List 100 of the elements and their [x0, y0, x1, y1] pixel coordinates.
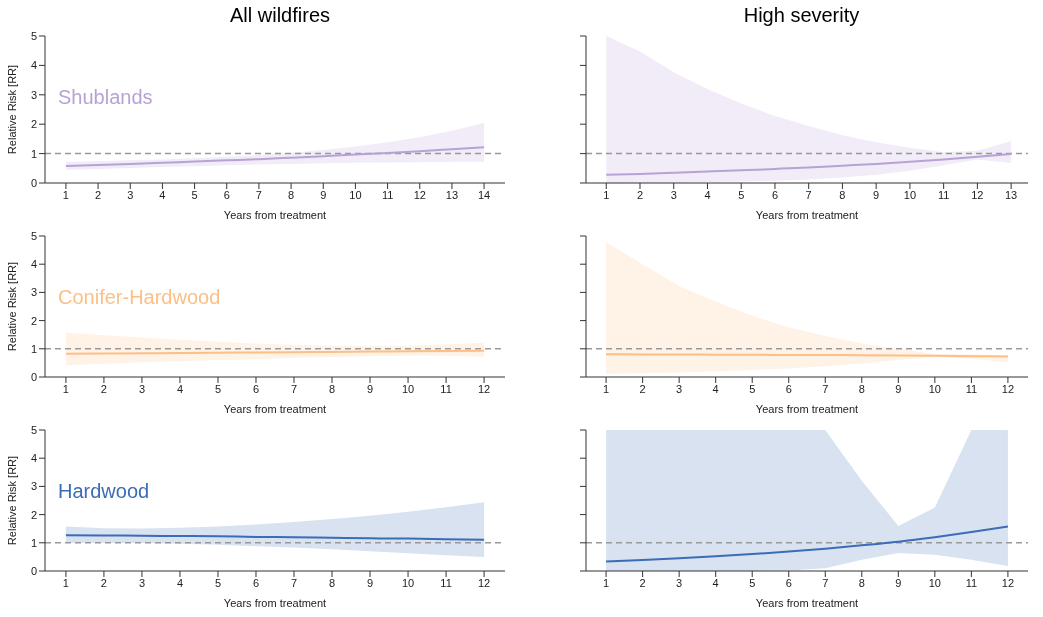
- x-tick-label: 13: [445, 188, 459, 201]
- x-tick-label: 1: [603, 382, 610, 395]
- chart-title: All wildfires: [229, 4, 331, 27]
- x-tick-label: 12: [1001, 382, 1015, 395]
- x-tick-label: 12: [413, 188, 426, 201]
- x-tick-label: 8: [858, 382, 865, 395]
- x-tick-label: 11: [965, 382, 978, 395]
- x-tick-label: 6: [771, 188, 779, 201]
- text: Conifer-Hardwood: [58, 286, 221, 309]
- y-tick-label: 2: [30, 314, 37, 327]
- y-tick-label: 1: [30, 147, 37, 160]
- x-tick-label: 1: [62, 576, 69, 589]
- x-tick-label: 3: [138, 382, 145, 395]
- x-tick-label: 1: [603, 188, 610, 201]
- y-tick-label: 1: [30, 536, 37, 549]
- x-tick-label: 5: [738, 188, 745, 201]
- x-tick-label: 4: [704, 188, 711, 201]
- x-tick-label: 14: [477, 188, 491, 201]
- x-tick-label: 11: [440, 382, 452, 395]
- x-tick-label: 8: [328, 576, 336, 589]
- x-tick-label: 4: [712, 576, 719, 589]
- x-tick-label: 2: [639, 576, 646, 589]
- x-tick-label: 3: [670, 188, 677, 201]
- x-tick-label: 10: [401, 576, 415, 589]
- x-tick-label: 1: [62, 188, 69, 201]
- x-tick-label: 6: [252, 576, 260, 589]
- x-tick-label: 9: [895, 382, 902, 395]
- x-tick-label: 4: [712, 382, 719, 395]
- x-tick-label: 4: [176, 382, 184, 395]
- x-tick-label: 7: [822, 382, 829, 395]
- x-tick-label: 8: [288, 188, 295, 201]
- x-tick-label: 3: [138, 576, 145, 589]
- x-tick-label: 11: [440, 576, 452, 589]
- y-tick-label: 2: [30, 508, 37, 521]
- x-tick-label: 13: [1005, 188, 1018, 201]
- x-tick-label: 8: [858, 576, 865, 589]
- chart-title: High severity: [742, 4, 861, 27]
- x-tick-label: 9: [366, 576, 374, 589]
- x-tick-label: 1: [62, 382, 69, 395]
- x-tick-label: 12: [477, 576, 491, 589]
- x-tick-label: 7: [290, 576, 298, 589]
- x-tick-label: 9: [873, 188, 880, 201]
- x-tick-label: 12: [477, 382, 491, 395]
- x-tick-label: 7: [255, 188, 262, 201]
- y-tick-label: 0: [30, 176, 37, 189]
- x-tick-label: 6: [785, 382, 792, 395]
- x-tick-label: 10: [903, 188, 917, 201]
- x-tick-label: 11: [937, 188, 950, 201]
- x-axis-title: Years from treatment: [755, 403, 859, 415]
- y-tick-label: 4: [30, 59, 37, 72]
- y-tick-label: 0: [30, 370, 37, 383]
- x-tick-label: 7: [290, 382, 298, 395]
- x-tick-label: 10: [928, 576, 941, 589]
- x-tick-label: 6: [785, 576, 792, 589]
- x-tick-label: 4: [159, 188, 166, 201]
- x-tick-label: 12: [971, 188, 984, 201]
- series-label: Hardwood: [58, 480, 150, 503]
- x-tick-label: 1: [603, 576, 610, 589]
- x-tick-label: 12: [1001, 576, 1015, 589]
- x-tick-label: 5: [214, 382, 222, 395]
- y-tick-label: 3: [30, 480, 37, 493]
- y-tick-label: 5: [30, 229, 37, 242]
- y-axis-title: Relative Risk [RR]: [5, 455, 18, 546]
- y-tick-label: 1: [30, 342, 37, 355]
- x-tick-label: 10: [928, 382, 941, 395]
- x-tick-label: 5: [749, 576, 756, 589]
- x-tick-label: 6: [252, 382, 260, 395]
- x-tick-label: 11: [965, 576, 978, 589]
- x-tick-label: 3: [127, 188, 134, 201]
- x-axis-title: Years from treatment: [755, 597, 859, 609]
- y-axis-title: Relative Risk [RR]: [5, 64, 18, 155]
- y-tick-label: 0: [30, 564, 37, 577]
- y-tick-label: 5: [30, 423, 37, 436]
- x-tick-label: 2: [100, 382, 107, 395]
- x-tick-label: 3: [676, 576, 683, 589]
- y-tick-label: 2: [30, 118, 37, 131]
- x-tick-label: 11: [381, 188, 394, 201]
- x-tick-label: 9: [895, 576, 902, 589]
- x-tick-label: 10: [349, 188, 362, 201]
- y-tick-label: 3: [30, 286, 37, 299]
- x-tick-label: 3: [676, 382, 683, 395]
- y-tick-label: 4: [30, 258, 37, 271]
- y-tick-label: 4: [30, 452, 37, 465]
- x-axis-title: Years from treatment: [223, 209, 327, 221]
- x-tick-label: 7: [822, 576, 829, 589]
- x-tick-label: 5: [214, 576, 222, 589]
- x-tick-label: 7: [805, 188, 812, 201]
- x-tick-label: 5: [191, 188, 198, 201]
- x-tick-label: 9: [366, 382, 374, 395]
- x-tick-label: 2: [95, 188, 102, 201]
- x-tick-label: 8: [328, 382, 336, 395]
- y-axis-title: Relative Risk [RR]: [5, 261, 18, 352]
- x-tick-label: 2: [636, 188, 644, 201]
- x-tick-label: 10: [401, 382, 415, 395]
- x-tick-label: 5: [749, 382, 756, 395]
- x-tick-label: 4: [176, 576, 184, 589]
- text: Shublands: [58, 86, 153, 109]
- y-tick-label: 3: [30, 88, 37, 101]
- x-axis-title: Years from treatment: [223, 403, 327, 415]
- line-series: [64, 146, 486, 167]
